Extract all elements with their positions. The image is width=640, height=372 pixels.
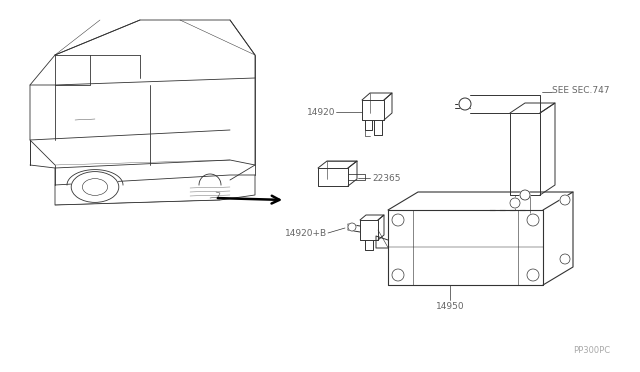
Circle shape (520, 190, 530, 200)
Circle shape (560, 195, 570, 205)
Ellipse shape (71, 171, 119, 202)
Text: 14920+B: 14920+B (285, 228, 327, 237)
Circle shape (348, 223, 356, 231)
Circle shape (392, 214, 404, 226)
Circle shape (527, 269, 539, 281)
Ellipse shape (83, 179, 108, 195)
Text: SEE SEC.747: SEE SEC.747 (552, 86, 609, 94)
Text: 14920: 14920 (307, 108, 335, 116)
Circle shape (560, 254, 570, 264)
Text: 14950: 14950 (436, 302, 464, 311)
Text: PP300PC: PP300PC (573, 346, 610, 355)
Circle shape (527, 214, 539, 226)
Circle shape (510, 198, 520, 208)
Circle shape (392, 269, 404, 281)
Circle shape (459, 98, 471, 110)
Text: 22365: 22365 (372, 173, 401, 183)
